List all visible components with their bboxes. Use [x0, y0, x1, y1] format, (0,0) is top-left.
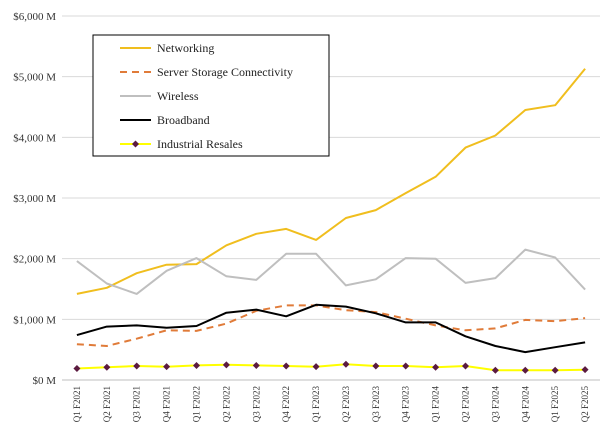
x-tick-label: Q3 F2024 — [490, 386, 500, 423]
data-point-marker — [193, 361, 200, 369]
series-line-industrial-resales — [76, 363, 586, 372]
data-point-marker — [521, 366, 529, 374]
data-point-marker — [462, 362, 469, 370]
data-point-marker — [73, 364, 81, 372]
y-tick-label: $5,000 M — [13, 72, 56, 84]
series-line-broadband — [76, 303, 586, 354]
legend-label: Broadband — [157, 113, 210, 127]
data-point-marker — [103, 363, 111, 371]
x-tick-label: Q2 F2021 — [102, 386, 112, 422]
x-tick-label: Q1 F2021 — [72, 386, 82, 422]
legend-label: Server Storage Connectivity — [157, 65, 293, 79]
data-point-marker — [551, 366, 559, 374]
data-point-marker — [252, 361, 260, 369]
x-tick-label: Q1 F2025 — [550, 386, 560, 423]
x-axis-ticks: Q1 F2021 Q2 F2021 Q3 F2021 Q4 F2021 Q1 F2022… — [72, 386, 590, 423]
x-tick-label: Q2 F2023 — [341, 386, 351, 423]
x-tick-label: Q4 F2023 — [401, 386, 411, 423]
series-lines — [73, 68, 589, 374]
y-tick-label: $0 M — [32, 375, 56, 387]
data-point-marker — [312, 363, 320, 371]
x-tick-label: Q2 F2025 — [580, 386, 590, 423]
data-point-marker — [222, 361, 230, 369]
legend-label: Wireless — [157, 89, 199, 103]
x-tick-label: Q1 F2024 — [431, 386, 441, 423]
y-tick-label: $6,000 M — [13, 11, 56, 23]
data-point-marker — [372, 362, 380, 370]
x-tick-label: Q1 F2023 — [311, 386, 321, 423]
data-point-marker — [133, 362, 141, 370]
data-point-marker — [163, 363, 171, 371]
x-tick-label: Q4 F2024 — [520, 386, 530, 423]
legend-marker — [132, 140, 139, 148]
x-tick-label: Q1 F2022 — [192, 386, 202, 422]
series-line-wireless — [76, 248, 586, 295]
data-point-marker — [282, 362, 290, 370]
data-point-marker — [402, 362, 410, 370]
data-point-marker — [491, 366, 499, 374]
legend-label: Networking — [157, 41, 214, 55]
y-axis-ticks: $0 M $1,000 M $2,000 M $3,000 M $4,000 M $5,0… — [13, 11, 56, 387]
legend-label: Industrial Resales — [157, 137, 243, 151]
x-tick-label: Q2 F2024 — [461, 386, 471, 423]
data-point-marker — [342, 360, 350, 368]
x-tick-label: Q3 F2023 — [371, 386, 381, 423]
y-tick-label: $1,000 M — [13, 314, 56, 326]
y-tick-label: $3,000 M — [13, 193, 56, 205]
series-line-networking — [76, 68, 586, 295]
data-point-marker — [432, 363, 440, 371]
x-tick-label: Q3 F2021 — [132, 386, 142, 422]
x-tick-label: Q2 F2022 — [221, 386, 231, 422]
y-tick-label: $2,000 M — [13, 254, 56, 266]
x-tick-label: Q4 F2022 — [281, 386, 291, 422]
legend: Networking Server Storage Connectivity Wir… — [92, 34, 330, 157]
x-tick-label: Q4 F2021 — [162, 386, 172, 422]
data-point-marker — [581, 366, 589, 374]
y-tick-label: $4,000 M — [13, 132, 56, 144]
series-line-server-storage-connectivity — [76, 304, 586, 347]
x-tick-label: Q3 F2022 — [251, 386, 261, 422]
